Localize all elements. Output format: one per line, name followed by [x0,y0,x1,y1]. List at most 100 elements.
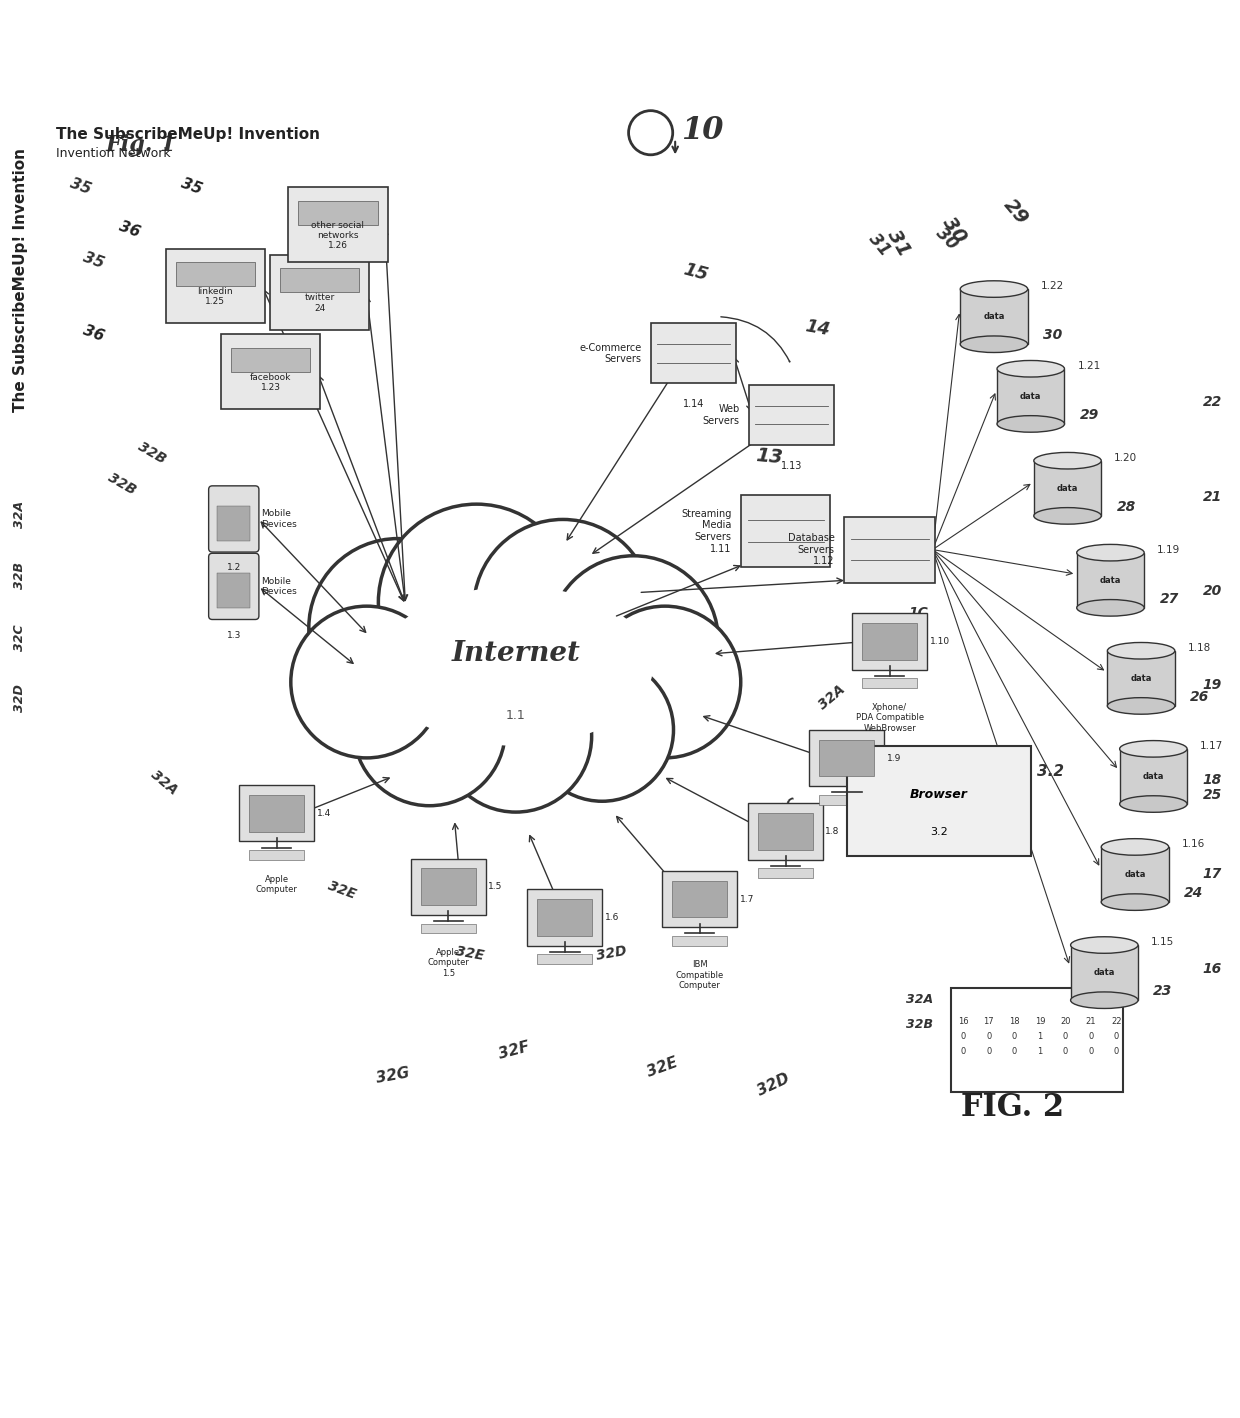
Text: 26: 26 [1190,689,1209,703]
Circle shape [548,556,718,726]
Text: 1.2: 1.2 [227,563,241,571]
Ellipse shape [960,281,1028,298]
Text: 31: 31 [866,230,894,259]
Ellipse shape [997,415,1064,432]
Bar [951,988,1122,1092]
Bar [280,268,360,292]
Circle shape [309,539,487,718]
Text: data: data [1143,771,1164,781]
Text: 1.19: 1.19 [1157,545,1180,554]
Text: Database
Servers
1.12: Database Servers 1.12 [787,533,835,566]
Text: 32D: 32D [755,1071,792,1098]
FancyBboxPatch shape [527,889,603,946]
Circle shape [378,505,574,700]
Ellipse shape [1120,740,1187,757]
Text: 16: 16 [1203,961,1221,976]
Bar [537,899,593,936]
Text: 32B: 32B [105,471,138,498]
Text: twitter
24: twitter 24 [305,294,335,312]
Bar [1076,553,1145,608]
Text: Streaming
Media
Servers
1.11: Streaming Media Servers 1.11 [681,509,732,553]
Ellipse shape [997,360,1064,377]
Text: 1.9: 1.9 [887,753,901,763]
Bar [420,923,476,933]
Text: 0: 0 [1089,1032,1094,1041]
Text: 13: 13 [755,447,784,468]
Text: 30: 30 [1043,328,1063,342]
Bar [217,573,250,608]
Text: 1.13: 1.13 [781,461,802,471]
Bar [217,506,250,542]
Text: 1.18: 1.18 [1188,642,1211,652]
Text: data: data [1094,968,1115,977]
Text: Internet: Internet [451,641,580,668]
Text: 32B: 32B [135,440,169,467]
Text: Web
Servers: Web Servers [703,404,739,425]
Text: data: data [1021,391,1042,401]
Ellipse shape [960,336,1028,353]
Circle shape [589,605,740,757]
Text: 1.14: 1.14 [683,400,704,410]
Text: 0: 0 [1114,1046,1120,1055]
Text: 19: 19 [1203,678,1221,692]
Text: Apple
Computer
1.5: Apple Computer 1.5 [428,949,469,978]
FancyBboxPatch shape [208,553,259,620]
Ellipse shape [1070,937,1138,953]
Text: Invention Network: Invention Network [56,147,171,160]
Text: 1.8: 1.8 [826,827,839,837]
Text: 17: 17 [1203,868,1221,881]
Text: other social
networks
1.26: other social networks 1.26 [311,221,365,251]
FancyBboxPatch shape [847,746,1030,856]
Bar [820,795,874,804]
Text: 32G: 32G [374,1065,410,1086]
Bar [758,868,813,878]
FancyBboxPatch shape [844,516,935,583]
Bar [249,795,304,831]
Text: 32B: 32B [905,1018,932,1031]
Ellipse shape [1034,508,1101,525]
Text: 32C: 32C [14,624,26,651]
Text: 22: 22 [1203,396,1221,410]
Circle shape [440,661,591,813]
Text: 32A: 32A [14,501,26,527]
Text: 0: 0 [1063,1032,1068,1041]
Text: 30: 30 [932,224,962,254]
Ellipse shape [1120,795,1187,813]
Ellipse shape [348,570,682,761]
Bar [820,740,874,777]
Text: 32D: 32D [595,944,629,963]
Text: Xphone/
PDA Compatible
WebBrowser: Xphone/ PDA Compatible WebBrowser [856,703,924,733]
Text: 3b: 3b [185,250,210,271]
Text: 32E: 32E [645,1055,680,1081]
FancyBboxPatch shape [662,871,737,927]
Ellipse shape [1076,545,1145,562]
Circle shape [531,658,673,801]
Text: 1C: 1C [908,605,928,620]
Text: 1: 1 [1038,1046,1043,1055]
FancyBboxPatch shape [852,614,928,669]
FancyBboxPatch shape [221,335,320,410]
Text: 0: 0 [1114,1032,1120,1041]
FancyBboxPatch shape [748,804,823,859]
Text: 0: 0 [1012,1046,1017,1055]
Text: 21: 21 [1203,489,1221,503]
Text: 10: 10 [681,115,724,146]
Bar [997,369,1064,424]
Text: 32D: 32D [14,683,26,712]
Ellipse shape [1101,893,1168,910]
Text: 21: 21 [1086,1017,1096,1027]
Text: data: data [983,312,1004,320]
Bar [1120,749,1187,804]
FancyBboxPatch shape [742,495,830,567]
Bar [758,813,813,849]
Text: 29: 29 [1080,408,1099,421]
Text: IBM
Compatible
Computer: IBM Compatible Computer [676,960,724,990]
Ellipse shape [1107,698,1174,715]
FancyBboxPatch shape [166,248,265,323]
Text: 35: 35 [68,176,93,197]
Text: 32D: 32D [706,872,739,896]
Text: 19: 19 [1034,1017,1045,1027]
Text: 3.2: 3.2 [930,827,947,837]
Text: 1.20: 1.20 [1114,452,1137,462]
Text: 20: 20 [1203,584,1221,598]
